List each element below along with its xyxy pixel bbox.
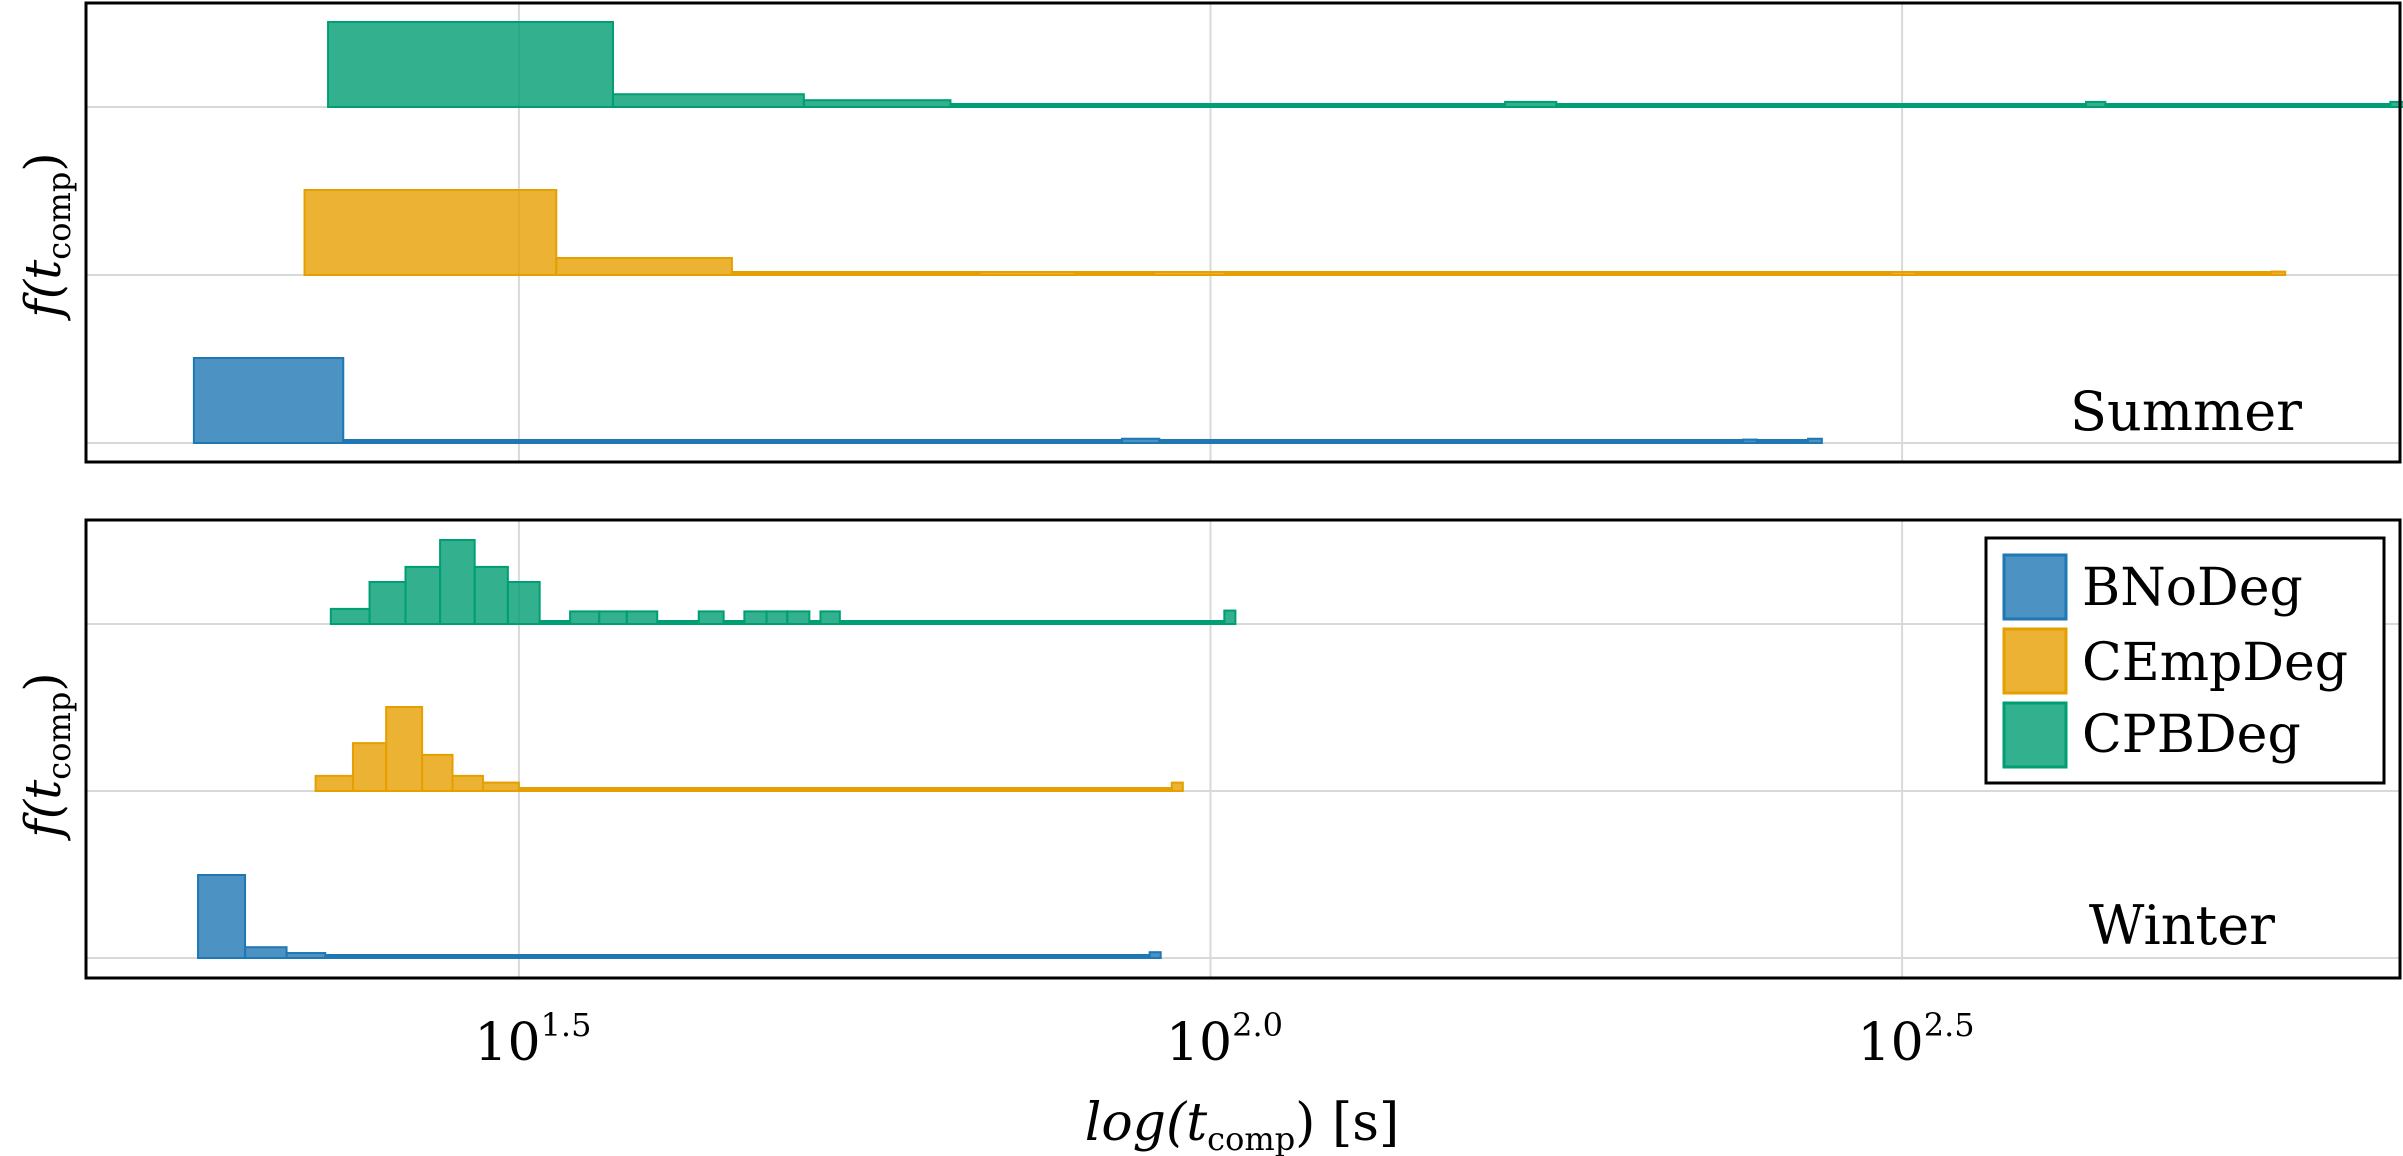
histogram-bar-cempdeg bbox=[1170, 781, 1184, 792]
histogram-bar-cempdeg bbox=[1224, 271, 1893, 276]
histogram-bar-cpbdeg bbox=[569, 610, 601, 626]
panel-title-winter: Winter bbox=[2089, 894, 2275, 957]
histogram-bar-bnodeg bbox=[1120, 437, 1161, 444]
histogram-bar-cempdeg bbox=[1914, 271, 2273, 276]
histogram-bar-cpbdeg bbox=[1555, 103, 2088, 108]
histogram-bar-bnodeg bbox=[197, 874, 247, 959]
histogram-bar-cempdeg bbox=[1152, 271, 1227, 276]
histogram-bar-cempdeg bbox=[730, 271, 981, 276]
histogram-bar-cempdeg bbox=[555, 257, 733, 276]
legend-label-cpbdeg: CPBDeg bbox=[2082, 705, 2301, 765]
histogram-bar-cempdeg bbox=[351, 742, 388, 792]
histogram-bar-cpbdeg bbox=[473, 565, 509, 626]
histogram-bar-cempdeg bbox=[2270, 270, 2287, 277]
histogram-bar-bnodeg bbox=[1807, 437, 1823, 444]
histogram-bar-cpbdeg bbox=[404, 565, 442, 626]
panel-frame bbox=[84, 518, 2402, 980]
histogram-bar-cpbdeg bbox=[368, 581, 407, 625]
histogram-bar-cempdeg bbox=[421, 753, 454, 793]
histogram-bar-cpbdeg bbox=[802, 99, 952, 108]
histogram-bar-bnodeg bbox=[285, 952, 327, 960]
x-axis-label: log(tcomp) [s] bbox=[1085, 1093, 1400, 1156]
y-axis-label-summer: f(tcomp) bbox=[14, 152, 78, 322]
histogram-bar-bnodeg bbox=[244, 946, 288, 960]
histogram-bar-bnodeg bbox=[1158, 439, 1745, 444]
histogram-bar-cpbdeg bbox=[949, 103, 1507, 108]
histogram-bar-cpbdeg bbox=[656, 620, 700, 625]
histogram-bar-cpbdeg bbox=[506, 581, 541, 625]
histogram-bar-cpbdeg bbox=[2104, 103, 2392, 108]
histogram-bar-cpbdeg bbox=[598, 610, 628, 626]
x-tick-label: 101.5 bbox=[474, 1006, 591, 1073]
grid-layer bbox=[86, 3, 2400, 978]
legend-swatch-cempdeg bbox=[2002, 627, 2068, 695]
histogram-bar-bnodeg bbox=[1755, 439, 1810, 444]
histogram-bar-cpbdeg bbox=[786, 610, 811, 626]
histogram-bar-cempdeg bbox=[1890, 271, 1917, 276]
histogram-bar-cpbdeg bbox=[697, 610, 725, 626]
histogram-bar-cpbdeg bbox=[611, 93, 805, 108]
histogram-bar-cpbdeg bbox=[819, 610, 841, 626]
panel-frame bbox=[84, 1, 2402, 464]
bars-layer bbox=[192, 21, 2403, 960]
x-tick-label: 102.0 bbox=[1166, 1006, 1283, 1073]
panel-title-summer: Summer bbox=[2070, 380, 2302, 443]
histogram-bar-cempdeg bbox=[517, 787, 1173, 792]
frame-layer bbox=[84, 1, 2402, 980]
histogram-bar-cpbdeg bbox=[722, 620, 746, 625]
histogram-bar-cpbdeg bbox=[1223, 609, 1237, 625]
histogram-bar-cpbdeg bbox=[329, 607, 371, 626]
histogram-bar-cempdeg bbox=[481, 781, 520, 792]
histogram-bar-cpbdeg bbox=[439, 539, 476, 625]
histogram-bar-cempdeg bbox=[451, 774, 484, 793]
legend-label-cempdeg: CEmpDeg bbox=[2082, 633, 2348, 693]
svg-text:f(tcomp): f(tcomp) bbox=[14, 672, 78, 842]
svg-text:f(tcomp): f(tcomp) bbox=[14, 152, 78, 322]
histogram-bar-cempdeg bbox=[978, 271, 1076, 276]
histogram-bar-cpbdeg bbox=[1504, 100, 1558, 109]
histogram-bar-cpbdeg bbox=[2389, 100, 2403, 109]
legend-swatch-cpbdeg bbox=[2002, 701, 2068, 769]
histogram-bar-cpbdeg bbox=[538, 620, 572, 625]
legend-swatch-bnodeg bbox=[2002, 553, 2068, 621]
histogram-bar-cpbdeg bbox=[743, 610, 768, 626]
histogram-bar-cpbdeg bbox=[2085, 100, 2107, 109]
histogram-bar-cempdeg bbox=[1073, 271, 1155, 276]
histogram-bar-cpbdeg bbox=[838, 620, 1226, 625]
histogram-bar-bnodeg bbox=[1148, 951, 1162, 960]
histogram-bar-cpbdeg bbox=[327, 21, 614, 108]
histogram-bar-cpbdeg bbox=[625, 610, 659, 626]
histogram-bar-bnodeg bbox=[324, 954, 1151, 959]
histogram-bar-cpbdeg bbox=[765, 610, 789, 626]
y-axis-label-winter: f(tcomp) bbox=[14, 672, 78, 842]
histogram-bar-cpbdeg bbox=[808, 620, 822, 625]
legend: BNoDeg CEmpDeg CPBDeg bbox=[1984, 536, 2386, 785]
legend-label-bnodeg: BNoDeg bbox=[2082, 558, 2303, 618]
histogram-bar-cempdeg bbox=[314, 774, 354, 793]
histogram-bar-bnodeg bbox=[342, 439, 1123, 444]
histogram-bar-cempdeg bbox=[385, 706, 424, 792]
histogram-bar-bnodeg bbox=[1742, 438, 1758, 445]
x-tick-label: 102.5 bbox=[1858, 1006, 1975, 1073]
histogram-bar-bnodeg bbox=[192, 357, 345, 444]
histogram-bar-cempdeg bbox=[303, 189, 558, 276]
